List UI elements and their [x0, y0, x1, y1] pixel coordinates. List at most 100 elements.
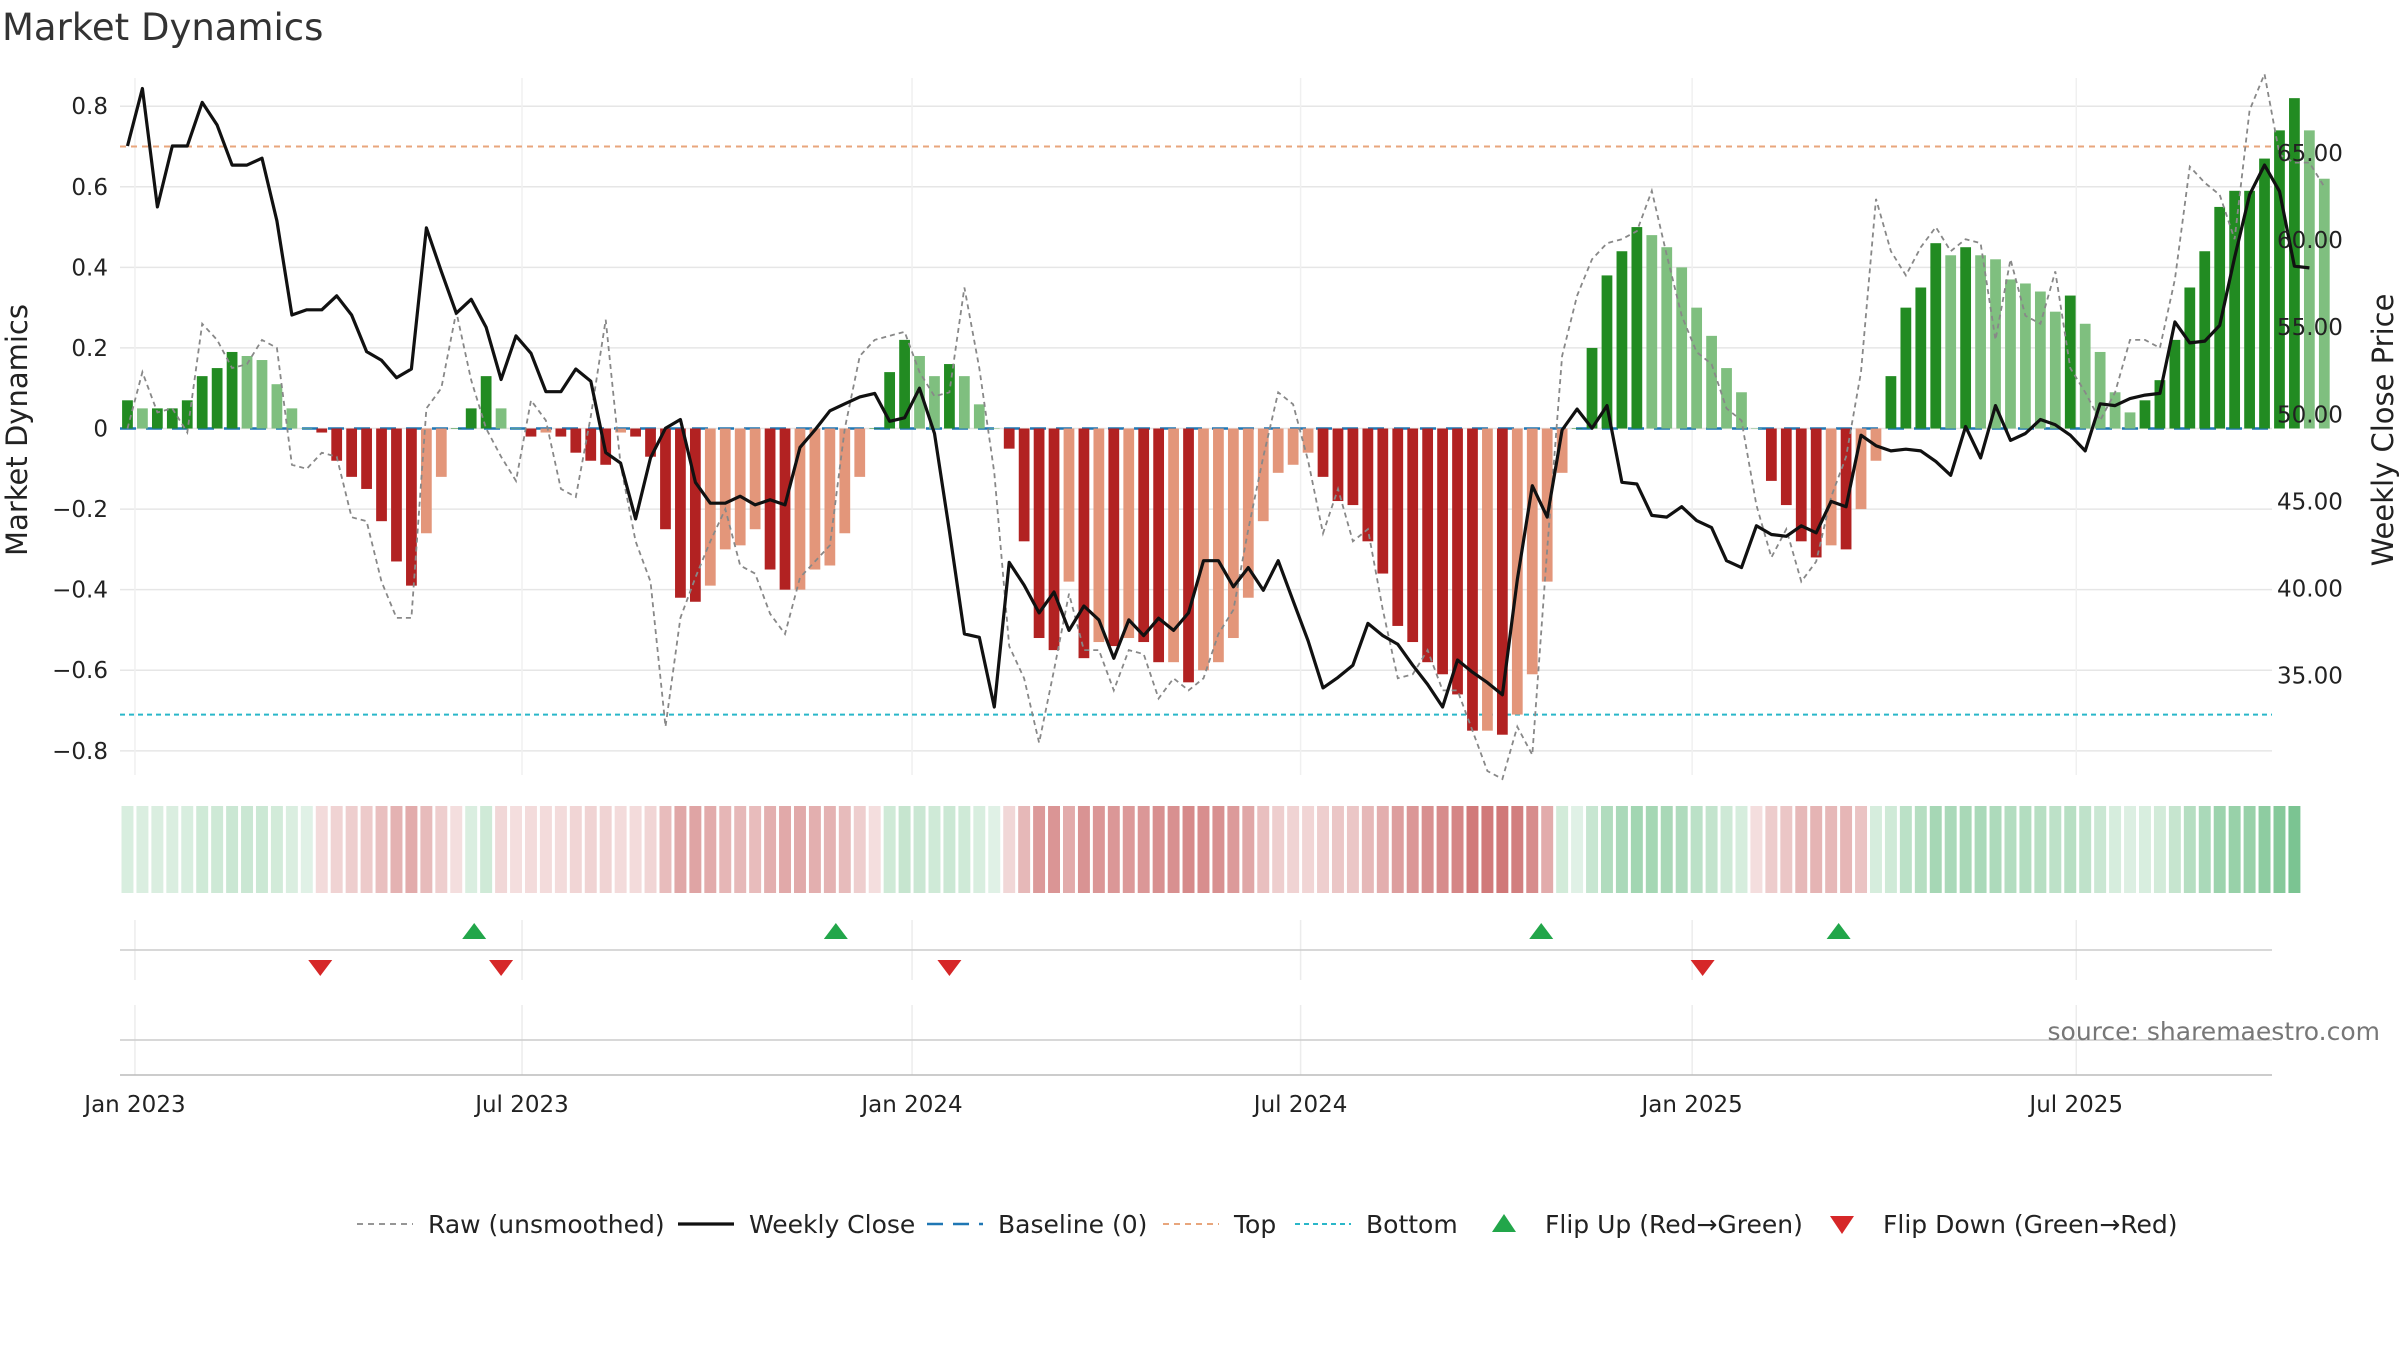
dynamics-bar: [1377, 428, 1389, 574]
x-tick-label: Jan 2023: [82, 1092, 185, 1118]
regime-cell: [285, 806, 298, 893]
dynamics-bar: [1168, 428, 1179, 663]
dynamics-bar: [2049, 311, 2061, 429]
regime-cell: [689, 806, 702, 893]
dynamics-bar: [1601, 275, 1613, 429]
regime-cell: [1944, 806, 1957, 893]
dynamics-bar: [2184, 287, 2196, 429]
regime-cell: [2183, 806, 2196, 893]
regime-cell: [898, 806, 911, 893]
dynamics-bar: [1646, 235, 1658, 429]
dynamics-bar: [570, 428, 582, 453]
dynamics-bar: [376, 428, 387, 522]
dynamics-bar: [1033, 428, 1045, 639]
chart-title: Market Dynamics: [2, 6, 324, 49]
dynamics-bar: [2244, 190, 2255, 429]
regime-cell: [196, 806, 209, 893]
x-tick-label: Jan 2024: [859, 1092, 962, 1118]
y2-tick-label: 45.00: [2277, 489, 2343, 515]
legend-label: Raw (unsmoothed): [428, 1210, 665, 1239]
regime-cell: [1825, 806, 1838, 893]
regime-cell: [241, 806, 254, 893]
regime-cell: [1615, 806, 1628, 893]
dynamics-bar: [2034, 291, 2046, 429]
regime-cell: [181, 806, 194, 893]
dynamics-bar: [1063, 428, 1075, 582]
regime-cell: [1571, 806, 1584, 893]
dynamics-bar: [525, 428, 537, 437]
regime-cell: [2273, 806, 2286, 893]
regime-cell: [480, 806, 493, 893]
dynamics-bar: [1108, 428, 1120, 647]
dynamics-bar: [196, 376, 208, 429]
dynamics-bar: [2094, 351, 2106, 429]
regime-cell: [1511, 806, 1524, 893]
regime-cell: [629, 806, 642, 893]
regime-cell: [1242, 806, 1255, 893]
dynamics-bar: [1272, 428, 1284, 473]
regime-cell: [1361, 806, 1374, 893]
y-tick-label: −0.8: [52, 739, 108, 765]
dynamics-bar: [2154, 380, 2166, 429]
dynamics-bar: [944, 364, 955, 429]
dynamics-bar: [1706, 335, 1717, 429]
y2-axis-ticks: 65.00 60.00 55.00 50.00 45.00 40.00 35.00: [2277, 141, 2343, 690]
dynamics-bar: [465, 408, 477, 429]
regime-cell: [1182, 806, 1195, 893]
dynamics-bar: [1631, 227, 1643, 429]
dynamics-bar: [973, 404, 985, 429]
legend-label: Baseline (0): [998, 1210, 1147, 1239]
legend-swatch: [1492, 1214, 1516, 1232]
regime-cell: [2124, 806, 2137, 893]
dynamics-bar: [256, 360, 268, 429]
dynamics-bar: [1078, 428, 1090, 659]
regime-cell: [390, 806, 403, 893]
regime-cell: [1481, 806, 1494, 893]
flip-up-marker: [1826, 923, 1851, 939]
dynamics-bar: [958, 376, 970, 429]
dynamics-bar: [1437, 428, 1448, 675]
y-tick-label: −0.6: [52, 658, 108, 684]
dynamics-bar: [1048, 428, 1060, 651]
dynamics-bar: [2259, 158, 2270, 429]
regime-cell: [1077, 806, 1090, 893]
regime-cell: [2243, 806, 2256, 893]
flip-panel: [120, 920, 2272, 980]
dynamics-bar: [435, 428, 447, 477]
dynamics-bar: [2139, 400, 2151, 429]
regime-cell: [1959, 806, 1972, 893]
regime-cell: [1167, 806, 1180, 893]
dynamics-bar: [689, 428, 701, 602]
regime-cell: [2288, 806, 2301, 893]
dynamics-bar: [794, 428, 806, 590]
regime-cell: [1376, 806, 1389, 893]
dynamics-bar: [2229, 190, 2241, 429]
dynamics-bar: [1795, 428, 1807, 542]
dynamics-bar: [1541, 428, 1553, 582]
legend-label: Bottom: [1366, 1210, 1458, 1239]
dynamics-bar: [1242, 428, 1254, 598]
regime-cell: [1107, 806, 1120, 893]
dynamics-bar: [226, 351, 238, 429]
regime-cell: [1421, 806, 1434, 893]
y-axis-ticks: 0.8 0.6 0.4 0.2 0 −0.2 −0.4 −0.6 −0.8: [52, 94, 108, 765]
regime-cell: [1406, 806, 1419, 893]
dynamics-bar: [316, 428, 328, 433]
regime-cell: [1003, 806, 1016, 893]
regime-cell: [2109, 806, 2122, 893]
regime-cell: [584, 806, 597, 893]
dynamics-bar: [929, 376, 940, 429]
dynamics-bar: [1123, 428, 1135, 639]
dynamics-bar: [615, 428, 627, 433]
regime-cell: [465, 806, 478, 893]
y2-tick-label: 55.00: [2277, 315, 2343, 341]
dynamics-bar: [1780, 428, 1792, 506]
regime-cell: [1287, 806, 1300, 893]
dynamics-bar: [1751, 428, 1762, 430]
regime-cell: [1346, 806, 1359, 893]
y2-axis-label: Weekly Close Price: [2366, 294, 2400, 567]
y2-tick-label: 40.00: [2277, 577, 2343, 603]
dynamics-bar: [1198, 428, 1209, 671]
dynamics-bar: [1930, 243, 1942, 429]
regime-cell: [644, 806, 657, 893]
